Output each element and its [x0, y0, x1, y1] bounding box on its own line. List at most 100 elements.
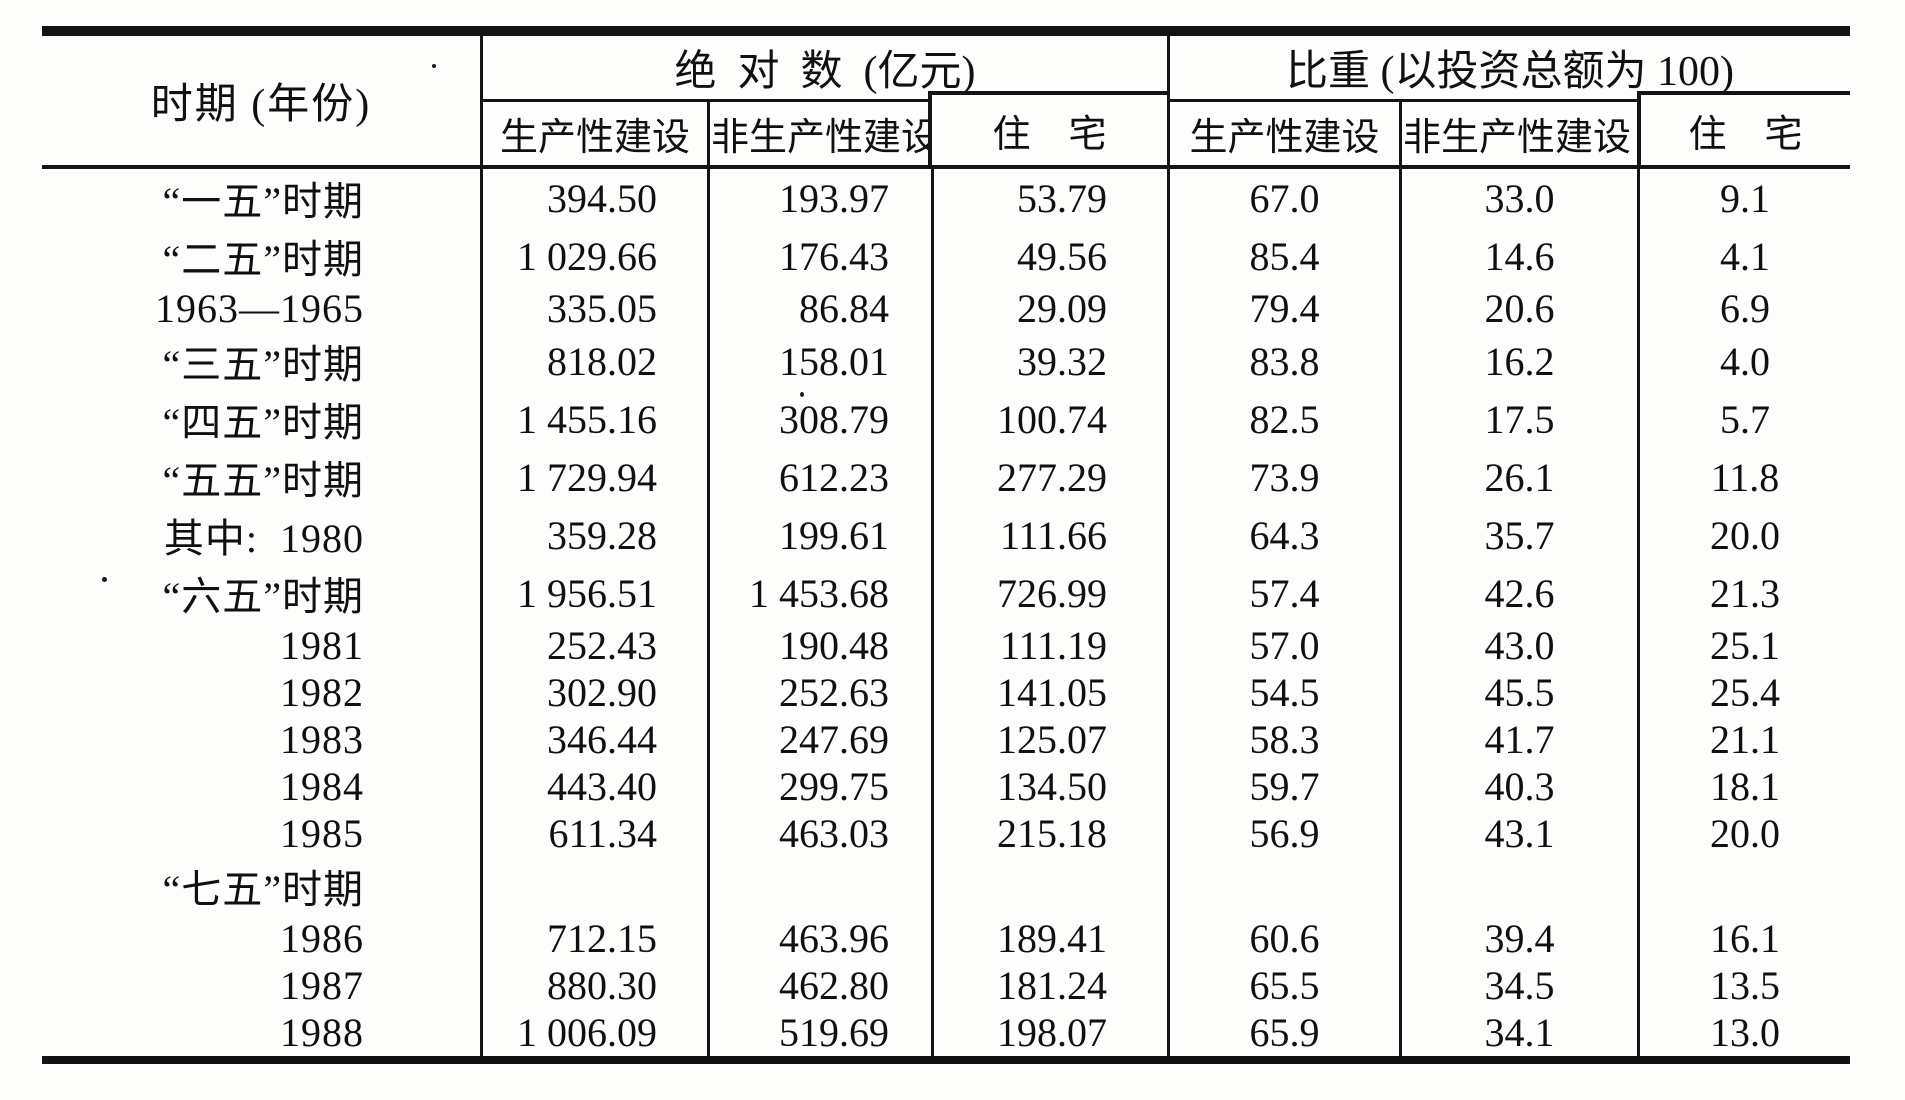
period-cell: “四五”时期 — [42, 390, 483, 448]
pct-productive-header: 生产性建设 — [1170, 102, 1402, 165]
value-cell: 247.69 — [710, 716, 934, 763]
value-cell: 13.5 — [1710, 963, 1780, 1008]
period-cell: 其中: 1980 — [42, 506, 483, 564]
value-cell: 16.1 — [1710, 916, 1780, 961]
value-cell: 16.2 — [1402, 332, 1640, 390]
value-cell: 359.28 — [483, 506, 710, 564]
period-cell: 1982 — [42, 669, 483, 716]
period-cell: 1987 — [42, 962, 483, 1009]
value-cell: 60.6 — [1170, 915, 1402, 962]
value-cell: 54.5 — [1170, 669, 1402, 716]
value-cell: 56.9 — [1170, 810, 1402, 857]
value-cell: 215.18 — [934, 810, 1170, 857]
value-cell: 252.63 — [710, 669, 934, 716]
value-cell: 190.48 — [710, 622, 934, 669]
pct-nonproductive-header: 非生产性建设 — [1403, 117, 1632, 159]
table-row: “一五”时期 394.50 193.97 53.79 67.0 33.0 9.1 — [42, 169, 1850, 227]
value-cell: 299.75 — [710, 763, 934, 810]
period-header-label: 时期 (年份) — [150, 82, 372, 128]
value-cell: 26.1 — [1402, 448, 1640, 506]
table-row: “三五”时期 818.02 158.01 39.32 83.8 16.2 4.0 — [42, 332, 1850, 390]
table-row: 1984 443.40 299.75 134.50 59.7 40.3 18.1 — [42, 763, 1850, 810]
period-cell: “七五”时期 — [42, 857, 483, 915]
value-cell: 39.32 — [934, 332, 1170, 390]
table-row: “六五”时期 1 956.51 1 453.68 726.99 57.4 42.6 21.3 — [42, 564, 1850, 622]
table-row: 1981 252.43 190.48 111.19 57.0 43.0 25.1 — [42, 622, 1850, 669]
value-cell: 176.43 — [710, 227, 934, 285]
value-cell: 42.6 — [1402, 564, 1640, 622]
value-cell — [1640, 857, 1850, 915]
table-row: 1986 712.15 463.96 189.41 60.6 39.4 16.1 — [42, 915, 1850, 962]
value-cell: 86.84 — [710, 285, 934, 332]
value-cell — [1170, 857, 1402, 915]
value-cell: 34.1 — [1402, 1009, 1640, 1056]
value-cell: 181.24 — [934, 962, 1170, 1009]
period-cell: “二五”时期 — [42, 227, 483, 285]
value-cell: 40.3 — [1402, 763, 1640, 810]
value-cell: 6.9 — [1720, 286, 1770, 331]
value-cell: 79.4 — [1170, 285, 1402, 332]
value-cell: 39.4 — [1402, 915, 1640, 962]
period-cell: 1963—1965 — [42, 285, 483, 332]
absolute-group-title: 绝 对 数 (亿元) — [483, 36, 1167, 102]
abs-housing-header: 住 宅 — [992, 113, 1107, 156]
value-cell: 335.05 — [483, 285, 710, 332]
period-column-header: 时期 (年份) — [42, 36, 483, 165]
value-cell: 4.0 — [1720, 338, 1770, 384]
value-cell: 252.43 — [483, 622, 710, 669]
value-cell: 33.0 — [1402, 169, 1640, 227]
value-cell: 65.9 — [1170, 1009, 1402, 1056]
value-cell: 346.44 — [483, 716, 710, 763]
value-cell: 1 453.68 — [710, 564, 934, 622]
value-cell: 20.0 — [1710, 512, 1780, 558]
value-cell: 73.9 — [1170, 448, 1402, 506]
table-row: 其中: 1980 359.28 199.61 111.66 64.3 35.7 20.0 — [42, 506, 1850, 564]
value-cell: 4.1 — [1720, 233, 1770, 279]
period-cell: 1986 — [42, 915, 483, 962]
value-cell: 83.8 — [1170, 332, 1402, 390]
value-cell: 198.07 — [934, 1009, 1170, 1056]
value-cell: 9.1 — [1720, 175, 1770, 221]
table-body: “一五”时期 394.50 193.97 53.79 67.0 33.0 9.1 “二五”时期… — [42, 169, 1850, 1056]
pct-housing-header-box: 住 宅 — [1637, 91, 1850, 165]
value-cell: 1 729.94 — [483, 448, 710, 506]
table-row: 1985 611.34 463.03 215.18 56.9 43.1 20.0 — [42, 810, 1850, 857]
period-cell: “五五”时期 — [42, 448, 483, 506]
proportion-subheaders: 生产性建设 非生产性建设 住 宅 — [1170, 91, 1850, 165]
value-cell: 193.97 — [710, 169, 934, 227]
table-row: “二五”时期 1 029.66 176.43 49.56 85.4 14.6 4.1 — [42, 227, 1850, 285]
period-cell: 1988 — [42, 1009, 483, 1056]
value-cell: 58.3 — [1170, 716, 1402, 763]
value-cell: 612.23 — [710, 448, 934, 506]
pct-nonproductive-cell: 非生产性建设 住 宅 — [1402, 91, 1850, 165]
value-cell: 199.61 — [710, 506, 934, 564]
table-row: 1983 346.44 247.69 125.07 58.3 41.7 21.1 — [42, 716, 1850, 763]
period-cell: “三五”时期 — [42, 332, 483, 390]
value-cell: 1 956.51 — [483, 564, 710, 622]
value-cell: 611.34 — [483, 810, 710, 857]
period-cell: 1985 — [42, 810, 483, 857]
scan-speck — [432, 64, 436, 68]
value-cell: 25.4 — [1710, 670, 1780, 715]
value-cell: 1 455.16 — [483, 390, 710, 448]
value-cell: 57.4 — [1170, 564, 1402, 622]
value-cell: 20.6 — [1402, 285, 1640, 332]
value-cell: 158.01 — [710, 332, 934, 390]
value-cell: 712.15 — [483, 915, 710, 962]
value-cell: 25.1 — [1710, 623, 1780, 668]
value-cell: 21.3 — [1710, 570, 1780, 616]
value-cell: 18.1 — [1710, 764, 1780, 809]
table-row: 1963—1965 335.05 86.84 29.09 79.4 20.6 6.9 — [42, 285, 1850, 332]
table-row: “七五”时期 — [42, 857, 1850, 915]
value-cell: 53.79 — [934, 169, 1170, 227]
value-cell: 45.5 — [1402, 669, 1640, 716]
table-row: “四五”时期 1 455.16 308.79 100.74 82.5 17.5 5.7 — [42, 390, 1850, 448]
value-cell: 65.5 — [1170, 962, 1402, 1009]
value-cell: 818.02 — [483, 332, 710, 390]
period-cell: 1984 — [42, 763, 483, 810]
value-cell — [483, 857, 710, 915]
table-row: 1988 1 006.09 519.69 198.07 65.9 34.1 13.0 — [42, 1009, 1850, 1056]
value-cell: 462.80 — [710, 962, 934, 1009]
value-cell: 880.30 — [483, 962, 710, 1009]
